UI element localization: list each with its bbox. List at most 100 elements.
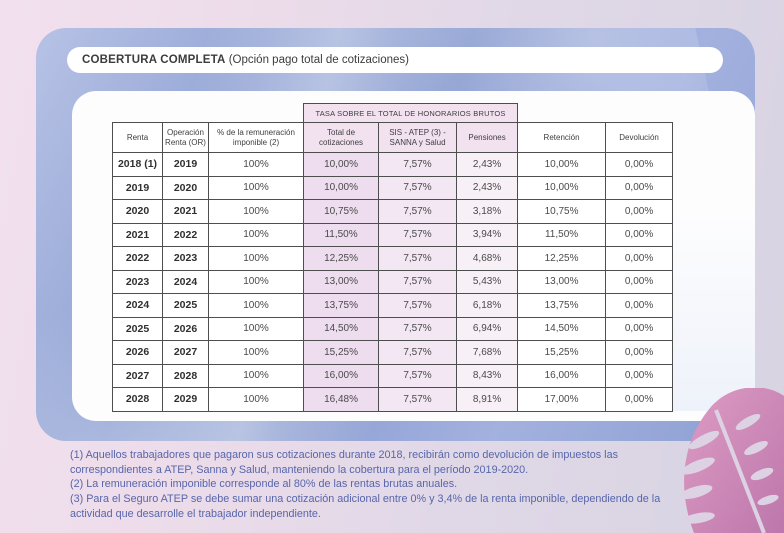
table-cell: 7,57%: [378, 293, 458, 318]
table-cell: 8,43%: [456, 363, 519, 388]
table-cell: 7,57%: [378, 246, 458, 271]
table-cell: 8,91%: [456, 387, 519, 412]
column-header: SIS - ATEP (3) - SANNA y Salud: [378, 122, 458, 153]
table-cell: 100%: [207, 269, 305, 294]
table-cell: 16,00%: [303, 363, 380, 388]
table-cell: 3,18%: [456, 199, 519, 224]
table-cell: 15,25%: [517, 340, 607, 365]
table-cell: 3,94%: [456, 222, 519, 247]
table-cell: 7,57%: [378, 175, 458, 200]
table-cell: 100%: [207, 387, 305, 412]
table-cell: 10,00%: [517, 152, 607, 177]
spacer-cell: [113, 104, 304, 123]
table-cell: 100%: [207, 316, 305, 341]
table-cell: 17,00%: [517, 387, 607, 412]
table-cell: 2,43%: [456, 175, 519, 200]
table-cell: 13,00%: [303, 269, 380, 294]
table-cell: 7,57%: [378, 222, 458, 247]
table-cell: 2028: [112, 387, 163, 412]
table-row: 2024 2025 100% 13,75% 7,57% 6,18% 13,75% 0,00%: [112, 293, 674, 318]
table-cell: 2026: [112, 340, 163, 365]
column-header: Renta: [112, 122, 163, 153]
table-cell: 7,57%: [378, 199, 458, 224]
table-cell: 13,75%: [517, 293, 607, 318]
section-title-bar: COBERTURA COMPLETA (Opción pago total de…: [67, 47, 723, 73]
monstera-leaf-decoration: [679, 388, 784, 533]
column-header: Operación Renta (OR): [162, 122, 209, 153]
table-row: 2018 (1) 2019 100% 10,00% 7,57% 2,43% 10,00% 0,…: [112, 152, 674, 177]
table-cell: 10,75%: [303, 199, 380, 224]
table-cell: 14,50%: [517, 316, 607, 341]
table-row: 2019 2020 100% 10,00% 7,57% 2,43% 10,00% 0,00%: [112, 175, 674, 200]
column-header: Retención: [517, 122, 607, 153]
table-cell: 6,18%: [456, 293, 519, 318]
table-cell: 14,50%: [303, 316, 380, 341]
table-cell: 2029: [162, 387, 209, 412]
table-cell: 0,00%: [605, 293, 674, 318]
rates-table-wrap: TASA SOBRE EL TOTAL DE HONORARIOS BRUTOS…: [112, 103, 674, 412]
table-cell: 2022: [112, 246, 163, 271]
table-cell: 10,00%: [303, 175, 380, 200]
column-header: Total de cotizaciones: [303, 122, 380, 153]
table-cell: 15,25%: [303, 340, 380, 365]
table-cell: 0,00%: [605, 199, 674, 224]
table-cell: 0,00%: [605, 363, 674, 388]
table-cell: 0,00%: [605, 246, 674, 271]
table-cell: 2026: [162, 316, 209, 341]
table-cell: 2021: [162, 199, 209, 224]
table-cell: 16,48%: [303, 387, 380, 412]
table-cell: 5,43%: [456, 269, 519, 294]
table-row: 2027 2028 100% 16,00% 7,57% 8,43% 16,00% 0,00%: [112, 363, 674, 388]
table-cell: 100%: [207, 152, 305, 177]
table-cell: 2025: [162, 293, 209, 318]
table-cell: 7,57%: [378, 152, 458, 177]
table-cell: 100%: [207, 363, 305, 388]
table-cell: 2024: [162, 269, 209, 294]
table-cell: 2027: [112, 363, 163, 388]
tasa-span-header: TASA SOBRE EL TOTAL DE HONORARIOS BRUTOS: [303, 103, 519, 123]
table-cell: 10,00%: [303, 152, 380, 177]
table-cell: 100%: [207, 340, 305, 365]
table-row: 2023 2024 100% 13,00% 7,57% 5,43% 13,00% 0,00%: [112, 269, 674, 294]
table-cell: 2023: [162, 246, 209, 271]
table-cell: 0,00%: [605, 152, 674, 177]
table-cell: 2020: [112, 199, 163, 224]
table-cell: 100%: [207, 246, 305, 271]
table-cell: 2028: [162, 363, 209, 388]
table-cell: 11,50%: [303, 222, 380, 247]
table-cell: 100%: [207, 222, 305, 247]
footnote-2: (2) La remuneración imponible correspond…: [70, 478, 458, 491]
table-cell: 2,43%: [456, 152, 519, 177]
table-row: 2020 2021 100% 10,75% 7,57% 3,18% 10,75% 0,00%: [112, 199, 674, 224]
table-cell: 4,68%: [456, 246, 519, 271]
table-cell: 0,00%: [605, 175, 674, 200]
table-cell: 2022: [162, 222, 209, 247]
table-cell: 2024: [112, 293, 163, 318]
table-body: 2018 (1) 2019 100% 10,00% 7,57% 2,43% 10,00% 0,…: [112, 152, 674, 412]
table-cell: 7,57%: [378, 387, 458, 412]
table-cell: 10,75%: [517, 199, 607, 224]
table-row: 2022 2023 100% 12,25% 7,57% 4,68% 12,25% 0,00%: [112, 246, 674, 271]
table-cell: 0,00%: [605, 222, 674, 247]
table-cell: 2020: [162, 175, 209, 200]
table-cell: 0,00%: [605, 340, 674, 365]
table-cell: 0,00%: [605, 387, 674, 412]
table-cell: 2025: [112, 316, 163, 341]
table-cell: 7,68%: [456, 340, 519, 365]
table-cell: 0,00%: [605, 269, 674, 294]
rates-table: TASA SOBRE EL TOTAL DE HONORARIOS BRUTOS…: [112, 103, 674, 412]
table-cell: 7,57%: [378, 269, 458, 294]
table-cell: 13,00%: [517, 269, 607, 294]
table-cell: 7,57%: [378, 340, 458, 365]
footnotes: (1) Aquellos trabajadores que pagaron su…: [70, 448, 682, 522]
table-cell: 11,50%: [517, 222, 607, 247]
column-header-row: Renta Operación Renta (OR)% de la remuner…: [112, 122, 674, 153]
section-subtitle: (Opción pago total de cotizaciones): [225, 54, 409, 66]
table-cell: 2019: [112, 175, 163, 200]
column-header: Devolución: [605, 122, 674, 153]
table-cell: 2023: [112, 269, 163, 294]
table-cell: 7,57%: [378, 316, 458, 341]
table-cell: 2021: [112, 222, 163, 247]
table-cell: 6,94%: [456, 316, 519, 341]
